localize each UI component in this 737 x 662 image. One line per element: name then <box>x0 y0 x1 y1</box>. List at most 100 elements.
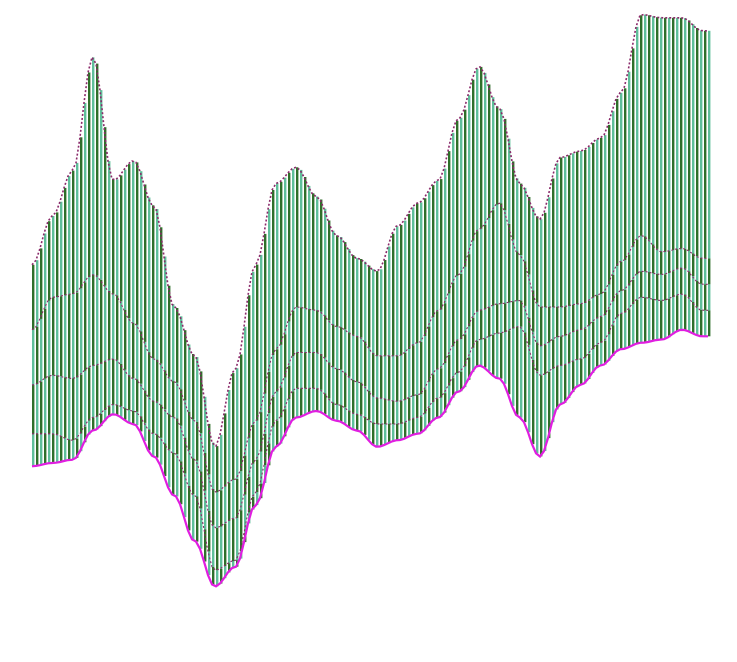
stream-bar-segment <box>528 197 531 275</box>
stream-bar-segment <box>324 393 327 414</box>
stream-bar-segment <box>640 271 643 298</box>
stream-bar-segment <box>472 317 475 348</box>
stream-bar-segment <box>368 347 371 391</box>
stream-bar-segment <box>676 269 679 296</box>
stream-bar-segment <box>308 352 311 389</box>
stream-bar-segment <box>100 90 103 280</box>
stream-bar-segment <box>464 366 467 388</box>
stream-bar-segment <box>168 449 171 488</box>
stream-bar-segment <box>240 471 243 511</box>
stream-bar-segment <box>360 382 363 415</box>
stream-bar-segment <box>88 420 91 435</box>
stream-bar-segment <box>684 268 687 295</box>
stream-bar-segment <box>700 30 703 259</box>
stream-bar-segment <box>560 365 563 405</box>
stream-bar-segment <box>256 264 259 421</box>
stream-bar-segment <box>424 336 427 390</box>
stream-bar-segment <box>648 239 651 273</box>
stream-bar-segment <box>416 394 419 418</box>
stream-bar-segment <box>68 378 71 440</box>
stream-bar-segment <box>40 381 43 434</box>
stream-bar-segment <box>376 355 379 398</box>
stream-bar-segment <box>120 301 123 364</box>
stream-bar-segment <box>556 307 559 338</box>
stream-bar-segment <box>408 349 411 398</box>
stream-bar-segment <box>32 264 35 330</box>
stream-bar-segment <box>108 291 111 360</box>
stream-bar-segment <box>420 341 423 395</box>
stream-bar-segment <box>684 18 687 249</box>
stream-bar-segment <box>412 396 415 419</box>
stream-bar-segment <box>516 300 519 327</box>
stream-bar-segment <box>404 220 407 353</box>
stream-bar-segment <box>604 291 607 316</box>
stream-bar-segment <box>468 357 471 380</box>
stream-bar-segment <box>136 162 139 325</box>
stream-bar-segment <box>280 344 283 388</box>
stream-bar-segment <box>476 231 479 312</box>
stream-bar-segment <box>48 376 51 434</box>
stream-bar-segment <box>196 357 199 422</box>
stream-bar-segment <box>660 17 663 252</box>
stream-bar-segment <box>328 362 331 399</box>
stream-bar-segment <box>88 72 91 278</box>
stream-bar-segment <box>456 340 459 373</box>
stream-bar-segment <box>372 422 375 445</box>
stream-bar-segment <box>704 30 707 259</box>
stream-bar-segment <box>320 353 323 390</box>
stream-bar-segment <box>88 277 91 368</box>
stream-bar-segment <box>316 388 319 412</box>
stream-bar-segment <box>620 290 623 314</box>
stream-bar-segment <box>232 373 235 480</box>
stream-bar-segment <box>704 310 707 337</box>
stream-bar-segment <box>384 260 387 356</box>
stream-bar-segment <box>432 185 435 318</box>
stream-bar-segment <box>640 297 643 343</box>
stream-bar-segment <box>316 352 319 389</box>
stream-bar-segment <box>256 492 259 506</box>
stream-bar-segment <box>96 63 99 276</box>
stream-bar-segment <box>564 306 567 336</box>
stream-bar-segment <box>468 326 471 358</box>
stream-bar-segment <box>624 88 627 261</box>
stream-bar-segment <box>620 92 623 262</box>
stream-bar-segment <box>572 332 575 362</box>
stream-bar-segment <box>668 251 671 273</box>
stream-bar-segment <box>412 418 415 436</box>
stream-bar-segment <box>188 411 191 450</box>
stream-bar-segment <box>628 285 631 310</box>
stream-bar-segment <box>416 343 419 395</box>
stream-bar-segment <box>464 109 467 267</box>
stream-bar-segment <box>304 352 307 389</box>
stream-bar-segment <box>480 339 483 366</box>
stream-bar-segment <box>200 471 203 509</box>
stream-bar-segment <box>240 510 243 552</box>
stream-bar-segment <box>64 377 67 438</box>
stream-bar-segment <box>432 402 435 421</box>
stream-bar-segment <box>176 418 179 455</box>
stream-bar-segment <box>196 460 199 497</box>
stream-bar-segment <box>408 420 411 437</box>
stream-bar-segment <box>188 450 191 486</box>
stream-bar-segment <box>460 273 463 340</box>
stream-bar-segment <box>668 299 671 338</box>
stream-bar-segment <box>228 563 231 573</box>
stream-bar-segment <box>252 463 255 497</box>
stream-bar-segment <box>568 305 571 335</box>
stream-bar-segment <box>684 294 687 330</box>
stream-bar-segment <box>676 249 679 270</box>
stream-bar-segment <box>352 379 355 413</box>
stream-bar-segment <box>452 346 455 378</box>
stream-bar-segment <box>256 420 259 460</box>
stream-bar-segment <box>652 16 655 245</box>
stream-bar-segment <box>468 254 471 327</box>
stream-bar-segment <box>600 138 603 294</box>
stream-bar-segment <box>308 185 311 309</box>
stream-bar-segment <box>472 240 475 318</box>
stream-bar-segment <box>320 199 323 312</box>
stream-bar-segment <box>36 260 39 327</box>
stream-bar-segment <box>612 301 615 326</box>
stream-bar-segment <box>40 248 43 319</box>
stream-bar-segment <box>268 209 271 372</box>
stream-bar-segment <box>664 251 667 275</box>
